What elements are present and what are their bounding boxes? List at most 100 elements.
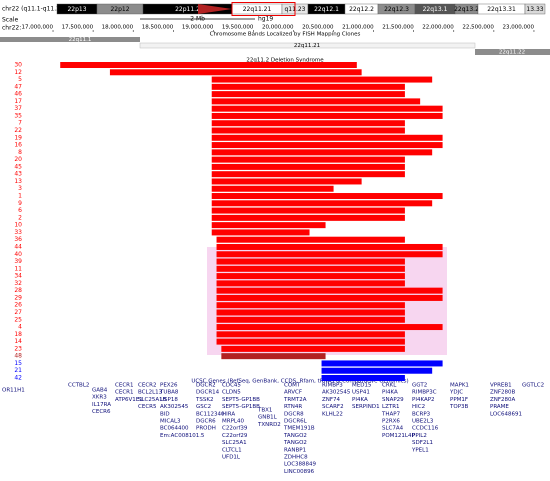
gene-label: PRODH bbox=[196, 426, 216, 432]
gene-label: ATP6V1E1 bbox=[115, 397, 143, 403]
deletion-bar bbox=[216, 338, 405, 345]
row-label: 48 bbox=[14, 353, 22, 360]
gene-label: OR11H1 bbox=[2, 388, 25, 394]
gene-label: GNB1L bbox=[258, 415, 278, 421]
gene-label: DGCR14 bbox=[196, 390, 220, 396]
gene-label: CRKL bbox=[382, 383, 397, 389]
gene-label: LINC00896 bbox=[284, 469, 315, 475]
row-label: 11 bbox=[14, 265, 22, 272]
row-label: 30 bbox=[14, 62, 22, 69]
tick-label: 23,000,000 bbox=[502, 25, 534, 31]
row-label: 26 bbox=[14, 302, 22, 309]
gene-label: GGTLC2 bbox=[522, 383, 544, 389]
deletion-bar bbox=[211, 83, 405, 90]
deletion-bar bbox=[211, 171, 405, 178]
gene-label: CLTCL1 bbox=[222, 447, 242, 453]
scale-label: Scale bbox=[2, 17, 18, 24]
gene-label: POM121L4P bbox=[382, 433, 415, 439]
deletion-bar bbox=[211, 200, 433, 207]
deletion-bar bbox=[216, 273, 405, 280]
deletion-bar bbox=[321, 360, 443, 367]
deletion-bar bbox=[216, 258, 405, 265]
deletion-bar bbox=[211, 127, 405, 134]
deletion-bar bbox=[211, 120, 405, 127]
row-label: 35 bbox=[14, 112, 22, 119]
deletion-bar bbox=[211, 207, 405, 214]
row-label: 16 bbox=[14, 142, 22, 149]
deletion-bar bbox=[216, 287, 443, 294]
row-label: 40 bbox=[14, 251, 22, 258]
gene-label: AK302545 bbox=[322, 390, 351, 396]
gene-label: IL17RA bbox=[92, 402, 111, 408]
gene-label: CECR1 bbox=[115, 390, 133, 396]
ideogram-label: 13.33 bbox=[526, 6, 543, 13]
deletion-bar bbox=[216, 251, 443, 258]
deletion-bar bbox=[211, 112, 443, 119]
gene-label: XKR3 bbox=[92, 395, 107, 401]
gene-label: SDF2L1 bbox=[412, 440, 433, 446]
deletion-title: 22q11.2 Deletion Syndrome bbox=[246, 58, 324, 64]
deletion-bar bbox=[211, 149, 433, 156]
ideogram-label: 22p11.2 bbox=[175, 6, 200, 13]
gene-label: SEPT5-GP1BB bbox=[222, 404, 260, 410]
row-label: 13 bbox=[14, 178, 22, 185]
gene-label: TMEM191B bbox=[283, 426, 315, 432]
gene-label: CECR6 bbox=[92, 409, 111, 415]
tick-label: 18,000,000 bbox=[102, 25, 134, 31]
tick-label: 20,500,000 bbox=[302, 25, 334, 31]
gene-label: DGCR6 bbox=[196, 419, 216, 425]
gene-label: GSC2 bbox=[196, 404, 211, 410]
deletion-bar bbox=[211, 185, 334, 192]
gene-label: SEPT5-GP1BB bbox=[222, 397, 260, 403]
gene-label: RIMBP3 bbox=[322, 383, 343, 389]
deletion-bar bbox=[211, 142, 443, 149]
gene-label: HIRA bbox=[222, 411, 235, 417]
row-label: 14 bbox=[14, 338, 22, 345]
deletion-bar bbox=[321, 375, 405, 381]
gene-label: TXNRD2 bbox=[257, 422, 281, 428]
tick-label: 22,500,000 bbox=[462, 25, 494, 31]
gene-label: RANBP1 bbox=[284, 447, 306, 453]
gene-label: UBE2L3 bbox=[412, 419, 434, 425]
gene-title: UCSC Genes (RefSeq, GenBank, CCDS, Rfam,… bbox=[191, 379, 408, 385]
gene-label: DGCR8 bbox=[284, 411, 304, 417]
fish-title: Chromosome Bands Localized by FISH Mappi… bbox=[210, 32, 361, 38]
row-label: 6 bbox=[18, 207, 22, 214]
gene-label: BCL2L13 bbox=[138, 390, 163, 396]
row-label: 28 bbox=[14, 287, 22, 294]
gene-label: CECR1 bbox=[115, 383, 133, 389]
gene-label: PEX26 bbox=[160, 383, 178, 389]
gene-label: YPEL1 bbox=[411, 447, 429, 453]
gene-label: USP41 bbox=[352, 390, 370, 396]
row-label: 23 bbox=[14, 345, 22, 352]
gene-label: USP18 bbox=[160, 397, 178, 403]
deletion-bar bbox=[216, 236, 405, 243]
gene-label: BCRP3 bbox=[412, 411, 431, 417]
gene-label: YDJC bbox=[449, 390, 463, 396]
scale-bar-label: 2 Mb bbox=[190, 16, 205, 23]
gene-label: PPIL2 bbox=[412, 433, 427, 439]
row-label: 39 bbox=[14, 258, 22, 265]
gene-label: TOP3B bbox=[449, 404, 469, 410]
gene-label: Em:AC008101.5 bbox=[160, 433, 205, 439]
row-label: 2 bbox=[18, 214, 22, 221]
row-label: 37 bbox=[14, 105, 22, 112]
deletion-bar bbox=[211, 76, 433, 83]
ideogram-band bbox=[524, 3, 546, 15]
gene-label: PPM1F bbox=[450, 397, 468, 403]
deletion-bar bbox=[211, 163, 405, 170]
deletion-bar bbox=[211, 105, 443, 112]
gene-label: LOC648691 bbox=[490, 411, 522, 417]
deletion-bar bbox=[60, 62, 357, 68]
gene-label: KLHL22 bbox=[322, 411, 343, 417]
assembly-label: hg19 bbox=[258, 16, 273, 23]
row-label: 18 bbox=[14, 331, 22, 338]
row-label: 45 bbox=[14, 163, 22, 170]
deletion-bar bbox=[211, 229, 310, 236]
ideogram-label: 22q12.1 bbox=[314, 6, 339, 13]
deletion-bar bbox=[216, 324, 443, 331]
row-label: 4 bbox=[18, 324, 22, 331]
gene-label: SNAP29 bbox=[382, 397, 404, 403]
gene-label: ZNF280A bbox=[490, 397, 516, 403]
row-label: 7 bbox=[18, 120, 22, 127]
